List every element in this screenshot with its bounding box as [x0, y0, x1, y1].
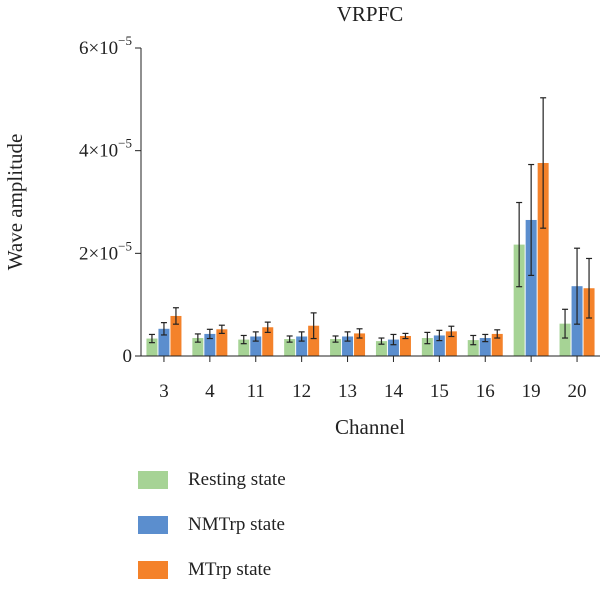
legend-swatch-resting	[138, 471, 168, 489]
x-tick-label: 3	[159, 381, 169, 402]
bar-mtrp-state	[354, 333, 366, 356]
bar-resting-state	[330, 339, 342, 356]
chart: VRPFC 0 2×10−5 4×10−5 6×10−5 3 4 11 12 13 14 15 16…	[3, 2, 600, 439]
y-axis-ticks: 0 2×10−5 4×10−5 6×10−5	[79, 33, 141, 367]
x-tick-label: 11	[247, 381, 265, 402]
x-tick-label: 13	[338, 381, 357, 402]
bar-resting-state	[192, 338, 204, 356]
error-bar	[148, 333, 155, 344]
x-tick-label: 14	[384, 381, 404, 402]
x-tick-label: 12	[292, 381, 311, 402]
legend-item-nmtrp: NMTrp state	[138, 505, 286, 545]
error-bar	[402, 332, 409, 340]
bar-mtrp-state	[308, 325, 320, 356]
error-bar	[482, 333, 489, 343]
x-axis-ticks: 3 4 11 12 13 14 15 16 19 20	[159, 356, 587, 402]
bar-mtrp-state	[170, 315, 182, 356]
x-tick-label: 16	[476, 381, 495, 402]
error-bar	[494, 329, 501, 339]
error-bar	[470, 334, 477, 346]
bar-mtrp-state	[216, 329, 228, 356]
y-axis-title: Wave amplitude	[3, 134, 27, 271]
x-tick-label: 4	[205, 381, 215, 402]
error-bar	[298, 331, 305, 342]
bar-resting-state	[146, 338, 158, 356]
x-tick-label: 19	[522, 381, 541, 402]
bar-resting-state	[284, 339, 296, 356]
error-bar	[424, 331, 431, 345]
bar-nmtrp-state	[204, 333, 216, 356]
legend-swatch-mtrp	[138, 561, 168, 579]
bar-mtrp-state	[262, 327, 274, 356]
legend-label-nmtrp: NMTrp state	[188, 514, 285, 535]
legend-label-resting: Resting state	[188, 469, 286, 490]
legend: Resting state NMTrp state MTrp state	[138, 460, 286, 595]
error-bar	[218, 324, 225, 335]
error-bar	[586, 257, 593, 319]
error-bar	[310, 312, 317, 340]
bar-resting-state	[467, 340, 479, 356]
bar-nmtrp-state	[158, 328, 170, 356]
y-tick-label: 6×10−5	[79, 33, 132, 59]
error-bar	[574, 247, 581, 325]
legend-item-mtrp: MTrp state	[138, 550, 286, 590]
bar-resting-state	[559, 323, 571, 356]
y-tick-label: 0	[123, 346, 133, 367]
y-tick-label: 2×10−5	[79, 238, 132, 264]
bar-nmtrp-state	[479, 338, 491, 356]
error-bar	[390, 333, 397, 346]
error-bar	[344, 331, 351, 342]
error-bar	[448, 325, 455, 338]
bar-nmtrp-state	[250, 336, 262, 356]
x-tick-label: 15	[430, 381, 449, 402]
error-bar	[194, 333, 201, 343]
bar-mtrp-state	[537, 162, 549, 356]
y-tick-label: 4×10−5	[79, 136, 132, 162]
bar-resting-state	[513, 244, 525, 356]
bar-nmtrp-state	[296, 336, 308, 356]
x-tick-label: 20	[568, 381, 587, 402]
bar-nmtrp-state	[525, 219, 537, 356]
error-bar	[356, 328, 363, 339]
error-bar	[264, 321, 271, 333]
bar-resting-state	[375, 341, 387, 356]
error-bar	[172, 307, 179, 325]
legend-swatch-nmtrp	[138, 516, 168, 534]
error-bar	[286, 335, 293, 343]
bar-resting-state	[421, 338, 433, 356]
bar-nmtrp-state	[433, 335, 445, 356]
legend-label-mtrp: MTrp state	[188, 559, 272, 580]
chart-title: VRPFC	[337, 2, 404, 26]
error-bar	[332, 335, 339, 343]
bars	[146, 97, 595, 356]
error-bar	[252, 331, 259, 342]
x-axis-title: Channel	[335, 415, 405, 439]
bar-nmtrp-state	[342, 336, 354, 356]
bar-mtrp-state	[491, 333, 503, 356]
error-bar	[206, 328, 213, 340]
error-bar	[240, 334, 247, 345]
bar-mtrp-state	[445, 331, 457, 356]
error-bar	[378, 337, 385, 345]
bar-nmtrp-state	[387, 339, 399, 356]
bar-resting-state	[238, 339, 250, 356]
legend-item-resting: Resting state	[138, 460, 286, 500]
bar-mtrp-state	[583, 288, 595, 356]
bar-mtrp-state	[399, 335, 411, 356]
error-bar	[562, 308, 569, 339]
error-bar	[436, 329, 443, 342]
error-bar	[540, 97, 547, 229]
error-bar	[528, 163, 535, 277]
error-bar	[160, 322, 167, 336]
error-bar	[516, 201, 523, 288]
